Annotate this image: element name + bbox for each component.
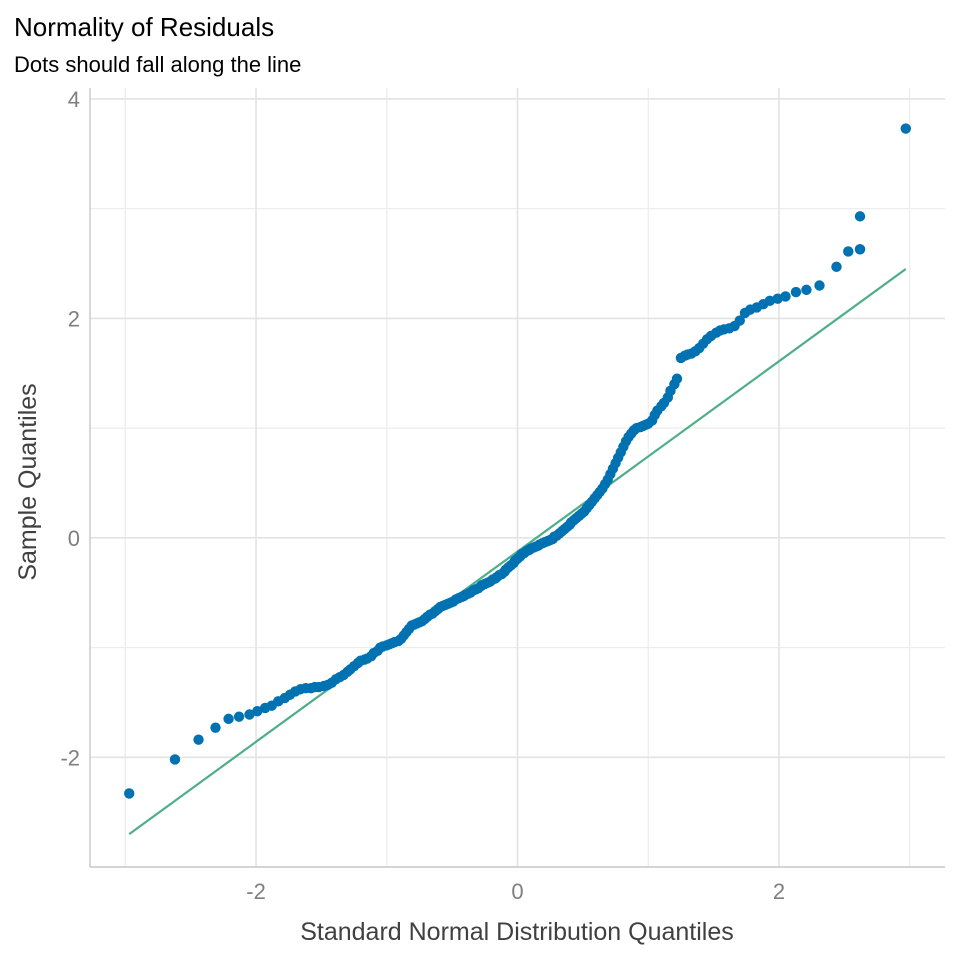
y-tick-label: -2 bbox=[60, 745, 80, 770]
data-point bbox=[671, 373, 683, 384]
data-point bbox=[734, 315, 745, 326]
chart-title: Normality of Residuals bbox=[14, 12, 274, 42]
data-point bbox=[223, 713, 234, 725]
data-point bbox=[233, 711, 245, 722]
data-point bbox=[772, 293, 783, 304]
data-point bbox=[831, 261, 842, 273]
data-point bbox=[252, 706, 263, 717]
data-point bbox=[210, 722, 221, 733]
data-point bbox=[790, 286, 802, 298]
x-axis-title: Standard Normal Distribution Quantiles bbox=[300, 918, 734, 946]
data-point bbox=[780, 291, 791, 302]
axes bbox=[89, 88, 945, 868]
data-point bbox=[814, 280, 825, 291]
data-point bbox=[124, 788, 135, 799]
y-tick-label: 0 bbox=[68, 526, 80, 551]
tick-labels: -2 0 2 -2 0 2 4 bbox=[60, 87, 785, 904]
grid-lines bbox=[90, 88, 945, 868]
chart-subtitle: Dots should fall along the line bbox=[14, 52, 301, 77]
data-point bbox=[900, 123, 911, 134]
x-tick-label: -2 bbox=[246, 879, 266, 904]
data-point bbox=[854, 211, 866, 222]
data-point bbox=[169, 754, 181, 765]
points-group bbox=[124, 123, 911, 799]
y-axis-title: Sample Quantiles bbox=[14, 383, 42, 580]
x-tick-label: 2 bbox=[773, 879, 785, 904]
data-point bbox=[801, 284, 812, 296]
data-point bbox=[843, 246, 854, 257]
data-point bbox=[244, 709, 255, 720]
data-point bbox=[854, 244, 866, 255]
y-tick-label: 4 bbox=[68, 87, 80, 112]
x-tick-label: 0 bbox=[511, 879, 523, 904]
data-point bbox=[193, 734, 204, 745]
data-point bbox=[764, 295, 776, 307]
y-tick-label: 2 bbox=[68, 306, 80, 331]
